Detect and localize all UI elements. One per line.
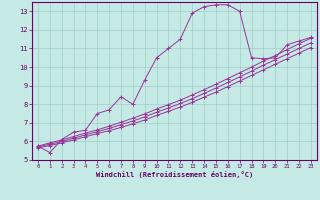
X-axis label: Windchill (Refroidissement éolien,°C): Windchill (Refroidissement éolien,°C) (96, 171, 253, 178)
